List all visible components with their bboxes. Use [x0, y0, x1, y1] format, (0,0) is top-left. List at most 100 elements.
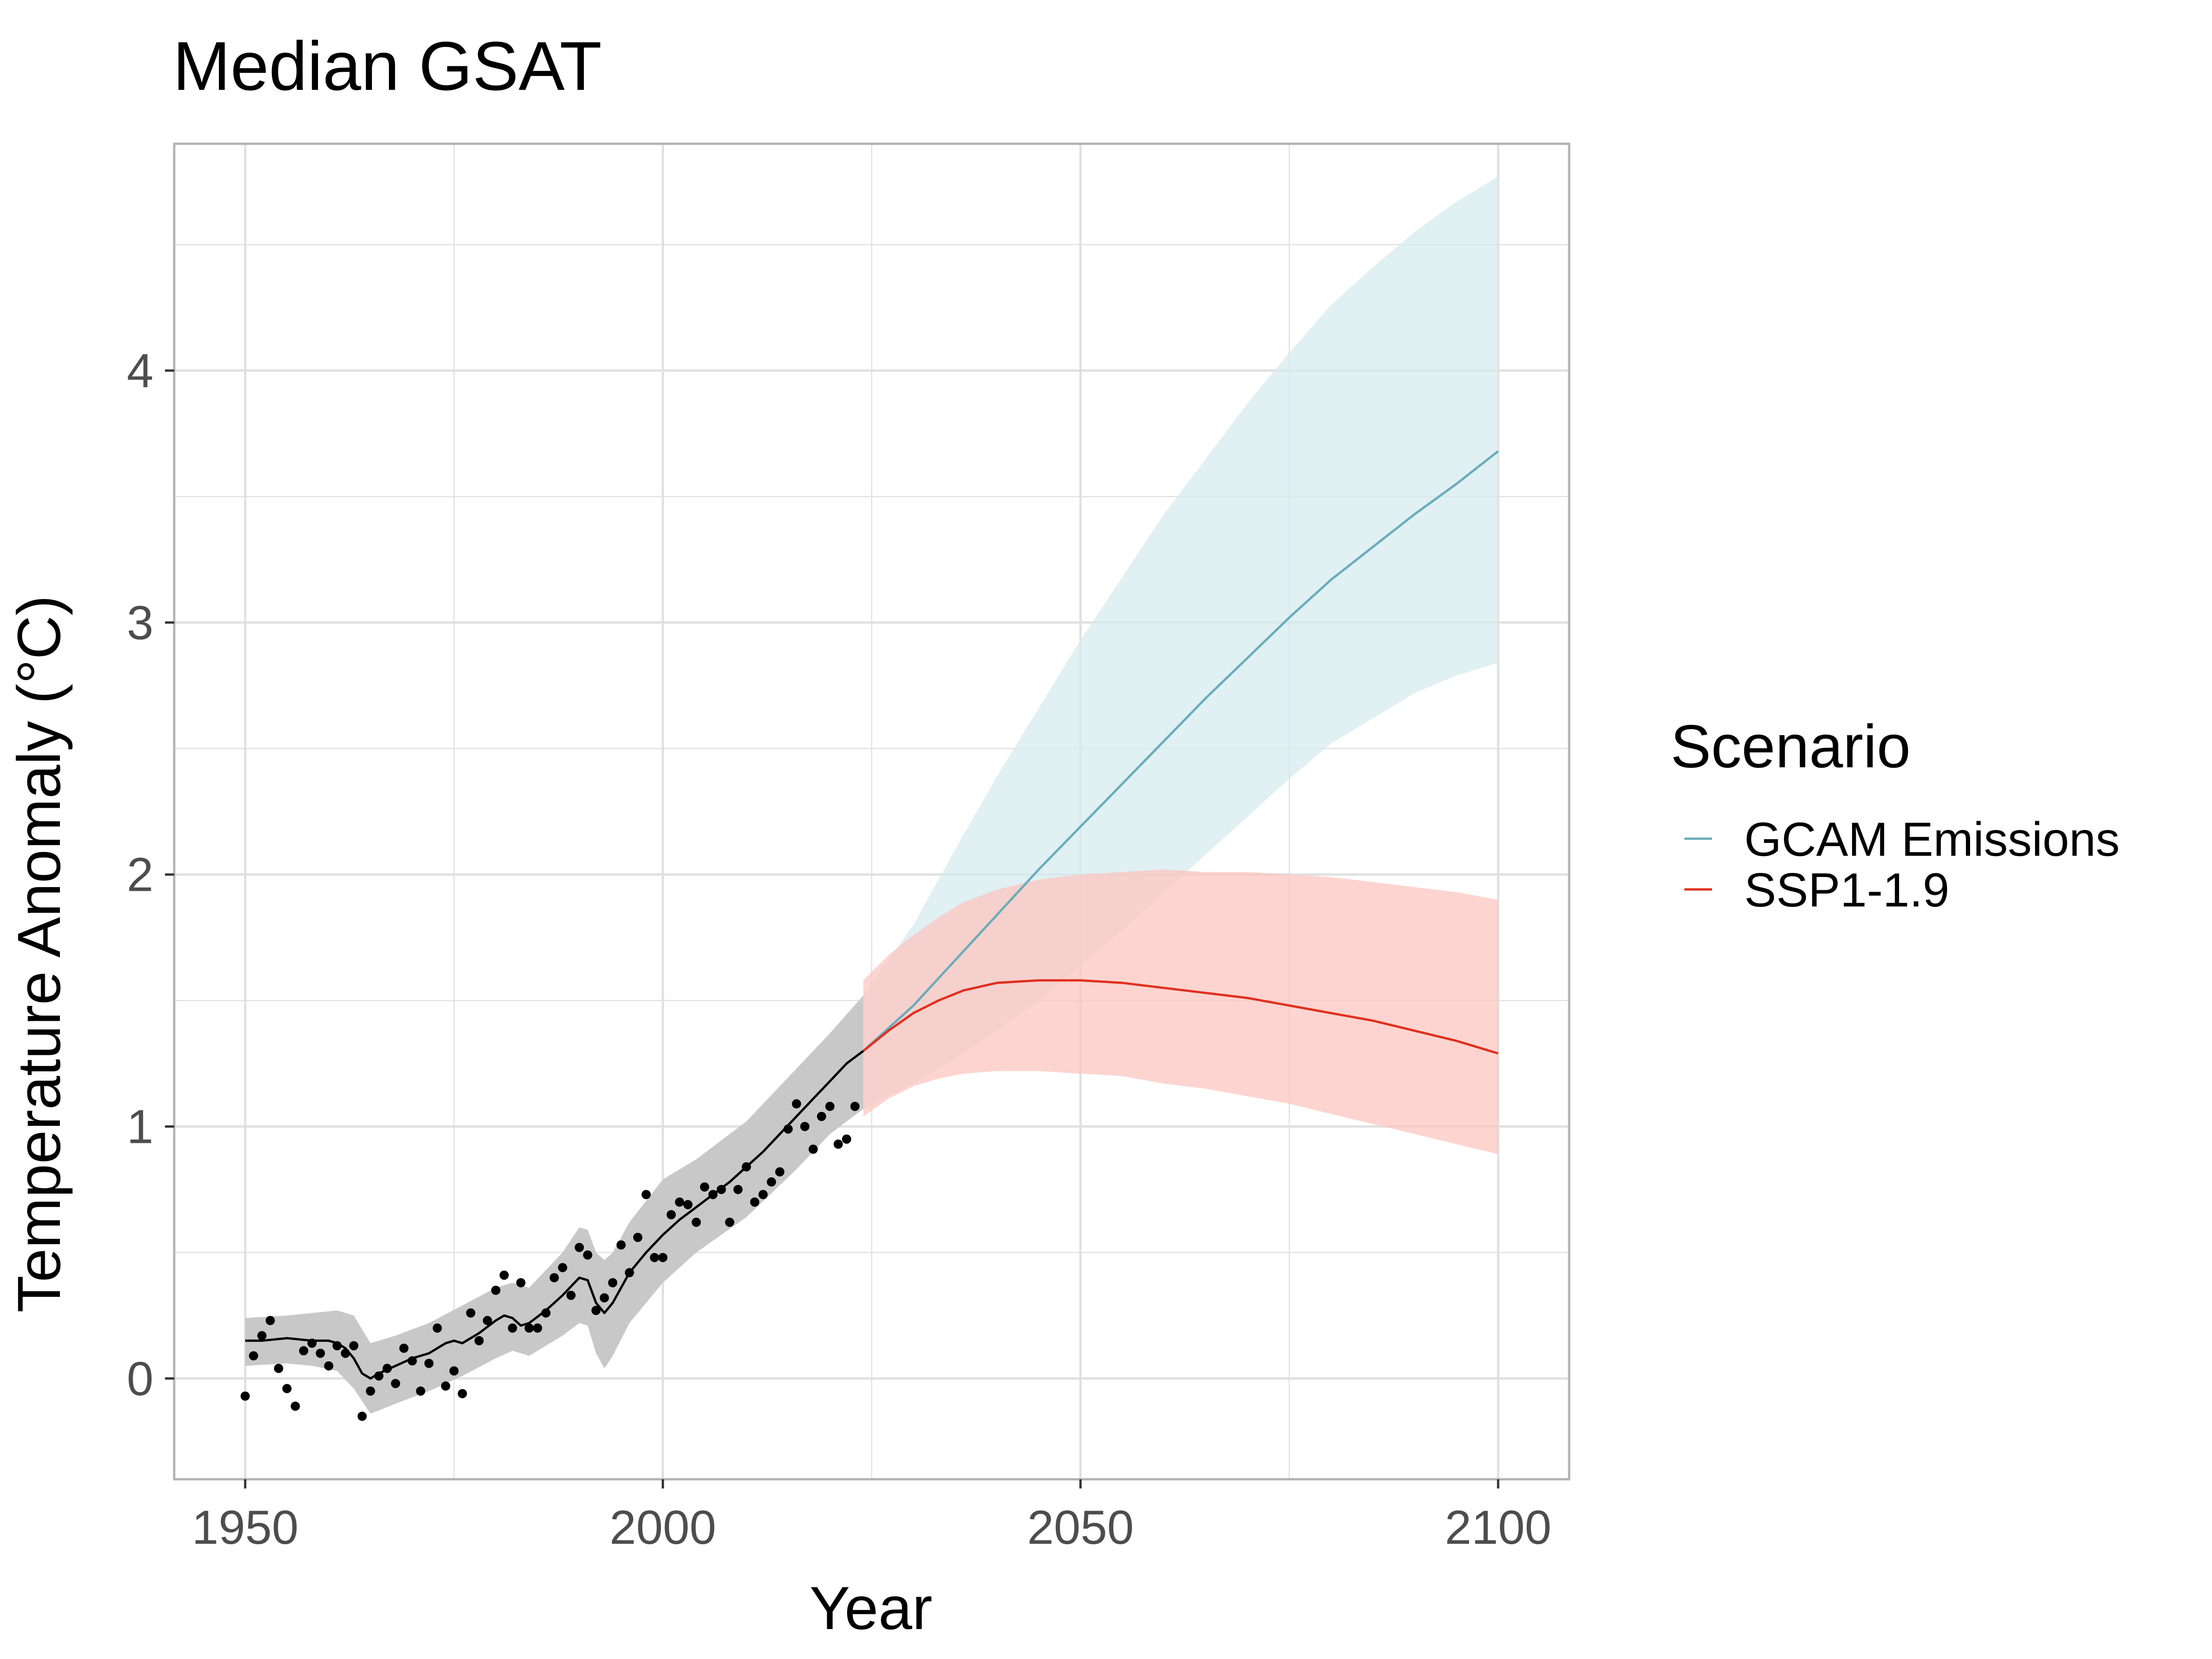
observation-point — [566, 1290, 576, 1300]
legend-label: GCAM Emissions — [1744, 813, 2120, 866]
y-tick-label: 0 — [127, 1352, 153, 1406]
observation-point — [575, 1242, 584, 1252]
observation-point — [750, 1197, 759, 1207]
observation-points — [241, 1099, 860, 1421]
observation-point — [808, 1144, 818, 1154]
observation-point — [524, 1323, 534, 1333]
uncertainty-bands — [245, 176, 1498, 1414]
x-tick-label: 2050 — [1027, 1501, 1134, 1554]
band-series-1 — [863, 176, 1498, 1109]
observation-point — [332, 1341, 342, 1351]
observation-point — [265, 1316, 275, 1325]
observation-point — [274, 1364, 283, 1373]
observation-point — [733, 1185, 743, 1194]
observation-point — [290, 1401, 300, 1411]
observation-point — [624, 1268, 634, 1277]
observation-point — [324, 1361, 334, 1371]
observation-point — [633, 1233, 642, 1242]
observation-point — [691, 1218, 701, 1227]
observation-point — [349, 1341, 359, 1351]
observation-point — [282, 1384, 292, 1394]
observation-point — [541, 1308, 551, 1318]
observation-point — [382, 1364, 392, 1373]
observation-point — [608, 1278, 618, 1288]
x-tick-label: 2100 — [1445, 1501, 1551, 1554]
observation-point — [817, 1112, 826, 1121]
observation-point — [800, 1122, 810, 1131]
observation-point — [591, 1306, 601, 1315]
observation-point — [357, 1412, 367, 1421]
observation-point — [424, 1359, 434, 1368]
observation-point — [299, 1346, 308, 1356]
y-axis-ticks: 0 1 2 3 4 — [127, 344, 174, 1406]
observation-point — [391, 1379, 400, 1388]
observation-point — [766, 1177, 776, 1187]
observation-point — [316, 1348, 325, 1358]
x-tick-label: 1950 — [192, 1501, 298, 1554]
x-tick-label: 2000 — [610, 1501, 716, 1554]
y-tick-label: 3 — [127, 596, 153, 650]
observation-point — [842, 1134, 852, 1144]
y-tick-label: 2 — [127, 848, 153, 902]
observation-point — [307, 1338, 317, 1348]
observation-point — [558, 1263, 567, 1272]
observation-point — [850, 1101, 860, 1111]
x-axis-ticks: 1950 2000 2050 2100 — [192, 1479, 1552, 1554]
legend-title: Scenario — [1671, 712, 1911, 780]
band-series-2 — [863, 869, 1498, 1154]
observation-point — [533, 1323, 542, 1333]
observation-point — [758, 1190, 768, 1200]
observation-point — [257, 1331, 267, 1341]
x-axis-title: Year — [810, 1574, 933, 1642]
observation-point — [399, 1343, 409, 1353]
observation-point — [491, 1285, 500, 1295]
observation-point — [833, 1139, 843, 1149]
chart-title: Median GSAT — [173, 27, 602, 105]
observation-point — [583, 1250, 593, 1260]
observation-point — [458, 1389, 467, 1399]
plot-panel-border — [173, 142, 1571, 1481]
observation-point — [441, 1381, 451, 1391]
observation-point — [825, 1101, 835, 1111]
observation-point — [775, 1167, 785, 1177]
line-series-2 — [862, 979, 1499, 1055]
observation-point — [508, 1323, 518, 1333]
observation-point — [683, 1200, 693, 1209]
observation-point — [600, 1293, 609, 1303]
observation-point — [725, 1218, 735, 1227]
y-tick-label: 1 — [127, 1100, 153, 1153]
observation-point — [241, 1391, 250, 1401]
observation-point — [717, 1185, 726, 1194]
observation-point — [466, 1308, 476, 1318]
observation-point — [650, 1253, 659, 1262]
observation-point — [341, 1348, 350, 1358]
observation-point — [416, 1386, 425, 1396]
historical-band — [245, 995, 864, 1414]
observation-point — [741, 1162, 751, 1171]
observation-point — [616, 1240, 626, 1250]
median-lines — [245, 450, 1499, 1380]
observation-point — [249, 1351, 259, 1361]
observation-point — [499, 1271, 509, 1280]
y-axis-title: Temperature Anomaly (°C) — [5, 595, 73, 1313]
observation-point — [407, 1356, 417, 1366]
observation-point — [432, 1323, 442, 1333]
observation-point — [700, 1182, 709, 1192]
observation-point — [792, 1099, 801, 1109]
observation-point — [449, 1366, 459, 1376]
observation-point — [783, 1124, 793, 1134]
observation-point — [666, 1210, 676, 1219]
observation-point — [675, 1197, 684, 1207]
observation-point — [658, 1253, 668, 1262]
observation-point — [365, 1386, 375, 1396]
observation-point — [374, 1371, 384, 1381]
y-tick-label: 4 — [127, 344, 153, 398]
observation-point — [641, 1190, 651, 1200]
observation-point — [516, 1278, 526, 1288]
observation-point — [482, 1316, 492, 1325]
observation-point — [474, 1336, 484, 1346]
legend-label: SSP1-1.9 — [1744, 864, 1949, 917]
observation-point — [708, 1190, 718, 1200]
